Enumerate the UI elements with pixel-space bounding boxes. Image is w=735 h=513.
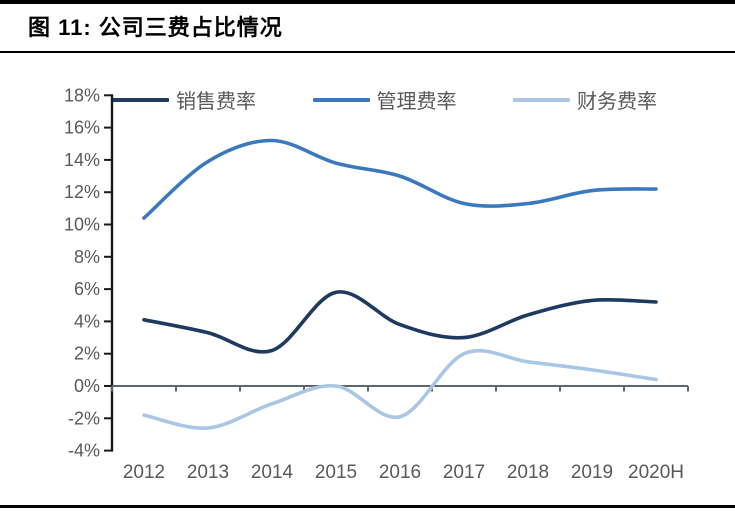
y-axis-label: -4% xyxy=(68,441,100,461)
x-axis-label: 2015 xyxy=(315,462,357,483)
x-axis-label: 2020H xyxy=(628,462,684,483)
y-axis-label: 14% xyxy=(64,150,100,170)
x-axis-label: 2017 xyxy=(443,462,485,483)
x-axis-label: 2013 xyxy=(187,462,229,483)
chart-legend: 销售费率 管理费率 财务费率 xyxy=(112,85,657,114)
series-line-1 xyxy=(142,138,658,220)
legend-label-financial: 财务费率 xyxy=(577,91,657,113)
figure-top-border xyxy=(0,0,735,4)
y-axis-label: 12% xyxy=(64,182,100,202)
x-axis-label: 2012 xyxy=(123,462,165,483)
y-axis-label: 10% xyxy=(64,215,100,235)
y-axis-label: 2% xyxy=(74,344,100,364)
x-axis-label: 2016 xyxy=(379,462,421,483)
y-axis-label: 6% xyxy=(74,279,100,299)
y-axis-label: 18% xyxy=(64,85,100,105)
legend-item-management: 管理费率 xyxy=(312,85,457,114)
legend-swatch-management-icon xyxy=(312,97,370,102)
y-axis-label: 0% xyxy=(74,376,100,396)
legend-label-sales: 销售费率 xyxy=(176,91,256,113)
y-axis-label: -2% xyxy=(68,408,100,428)
y-axis-label: 16% xyxy=(64,118,100,138)
legend-item-sales: 销售费率 xyxy=(112,85,256,114)
series-line-0 xyxy=(142,290,658,354)
legend-swatch-financial-icon xyxy=(513,97,570,102)
series-line-2 xyxy=(142,348,658,430)
legend-label-management: 管理费率 xyxy=(376,91,457,113)
figure-title: 图 11: 公司三费占比情况 xyxy=(28,15,283,40)
y-axis-label: 8% xyxy=(74,247,100,267)
x-axis-label: 2014 xyxy=(251,462,294,483)
figure-bottom-border xyxy=(0,505,735,508)
x-axis-label: 2019 xyxy=(571,462,613,483)
legend-item-financial: 财务费率 xyxy=(513,85,657,114)
legend-swatch-sales-icon xyxy=(112,97,169,102)
x-axis-label: 2018 xyxy=(507,462,549,483)
title-underline xyxy=(0,51,735,53)
y-axis-label: 4% xyxy=(74,311,100,331)
